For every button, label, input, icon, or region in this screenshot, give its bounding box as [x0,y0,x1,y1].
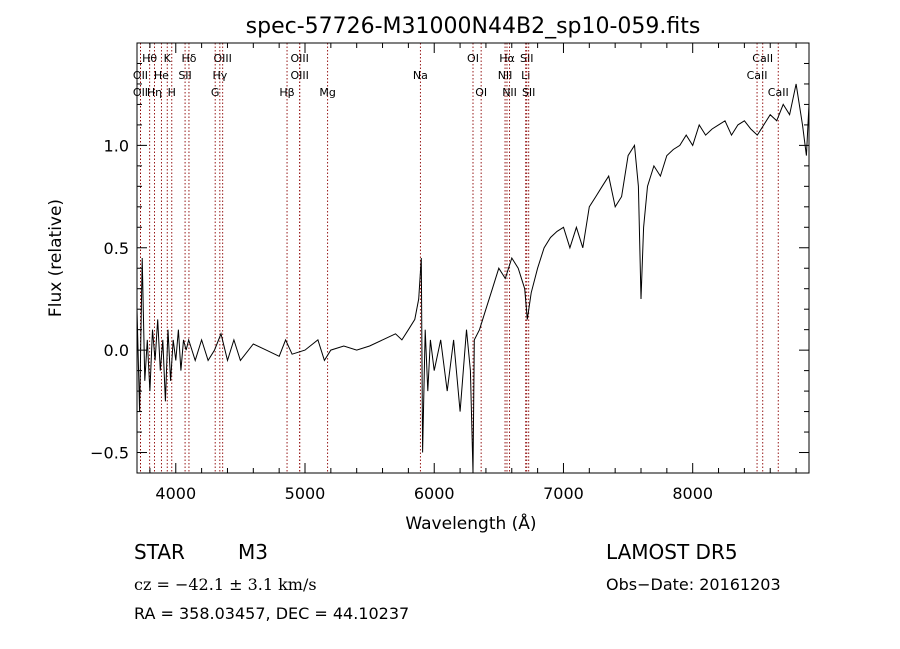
spectral-line-label: NII [502,86,517,99]
x-tick-label: 4000 [155,484,196,503]
spectral-line-label: Mg [319,86,335,99]
x-tick-label: 5000 [285,484,326,503]
spectral-line-label: H [168,86,176,99]
spectral-line-label: OIII [291,69,309,82]
spectral-line-label: SII [178,69,191,82]
spectral-line-label: K [164,52,172,65]
spectral-line-label: Hα [499,52,515,65]
spectral-line-label: Hδ [181,52,196,65]
spectral-line-label: OI [467,52,479,65]
observation-date: Obs−Date: 20161203 [606,575,781,594]
spectral-line-label: SII [522,86,535,99]
object-subclass: M3 [238,540,268,564]
spectral-line-label: Li [521,69,530,82]
spectral-line-label: SII [520,52,533,65]
spectral-line-label: G [211,86,220,99]
coordinates: RA = 358.03457, DEC = 44.10237 [134,604,410,623]
spectral-line-label: CaII [747,69,768,82]
x-axis: 4000 5000 6000 7000 8000 [149,43,797,503]
y-tick-label: 0.5 [104,239,129,258]
spectral-line-label: CaII [752,52,773,65]
redshift-velocity: cz = −42.1 ± 3.1 km/s [134,575,317,594]
spectrum-line [136,83,810,474]
spectral-line-label: Hγ [212,69,227,82]
y-tick-label: 1.0 [104,136,129,155]
spectral-line-label: CaII [768,86,789,99]
spectral-line-label: Hθ [142,52,157,65]
survey-name: LAMOST DR5 [606,540,738,564]
y-axis: −0.5 0.0 0.5 1.0 [90,62,809,474]
x-tick-label: 6000 [414,484,455,503]
spectral-line-label: NII [498,69,513,82]
spectral-line-label: Hβ [279,86,294,99]
spectral-line-label: Na [413,69,428,82]
x-tick-label: 8000 [672,484,713,503]
spectral-line-label: Hη [147,86,162,99]
spectral-line-label: OI [475,86,487,99]
spectral-line-label: OIII [213,52,231,65]
x-tick-label: 7000 [543,484,584,503]
y-tick-label: −0.5 [90,444,129,463]
y-tick-label: 0.0 [104,341,129,360]
spectral-line-label: He [154,69,169,82]
object-class: STAR [134,540,185,564]
y-axis-label: Flux (relative) [46,199,66,317]
plot-frame [136,42,810,474]
chart-title: spec-57726-M31000N44B2_sp10-059.fits [246,14,701,39]
x-axis-label: Wavelength (Å) [405,512,536,534]
spectral-line-label: OII [133,86,148,99]
